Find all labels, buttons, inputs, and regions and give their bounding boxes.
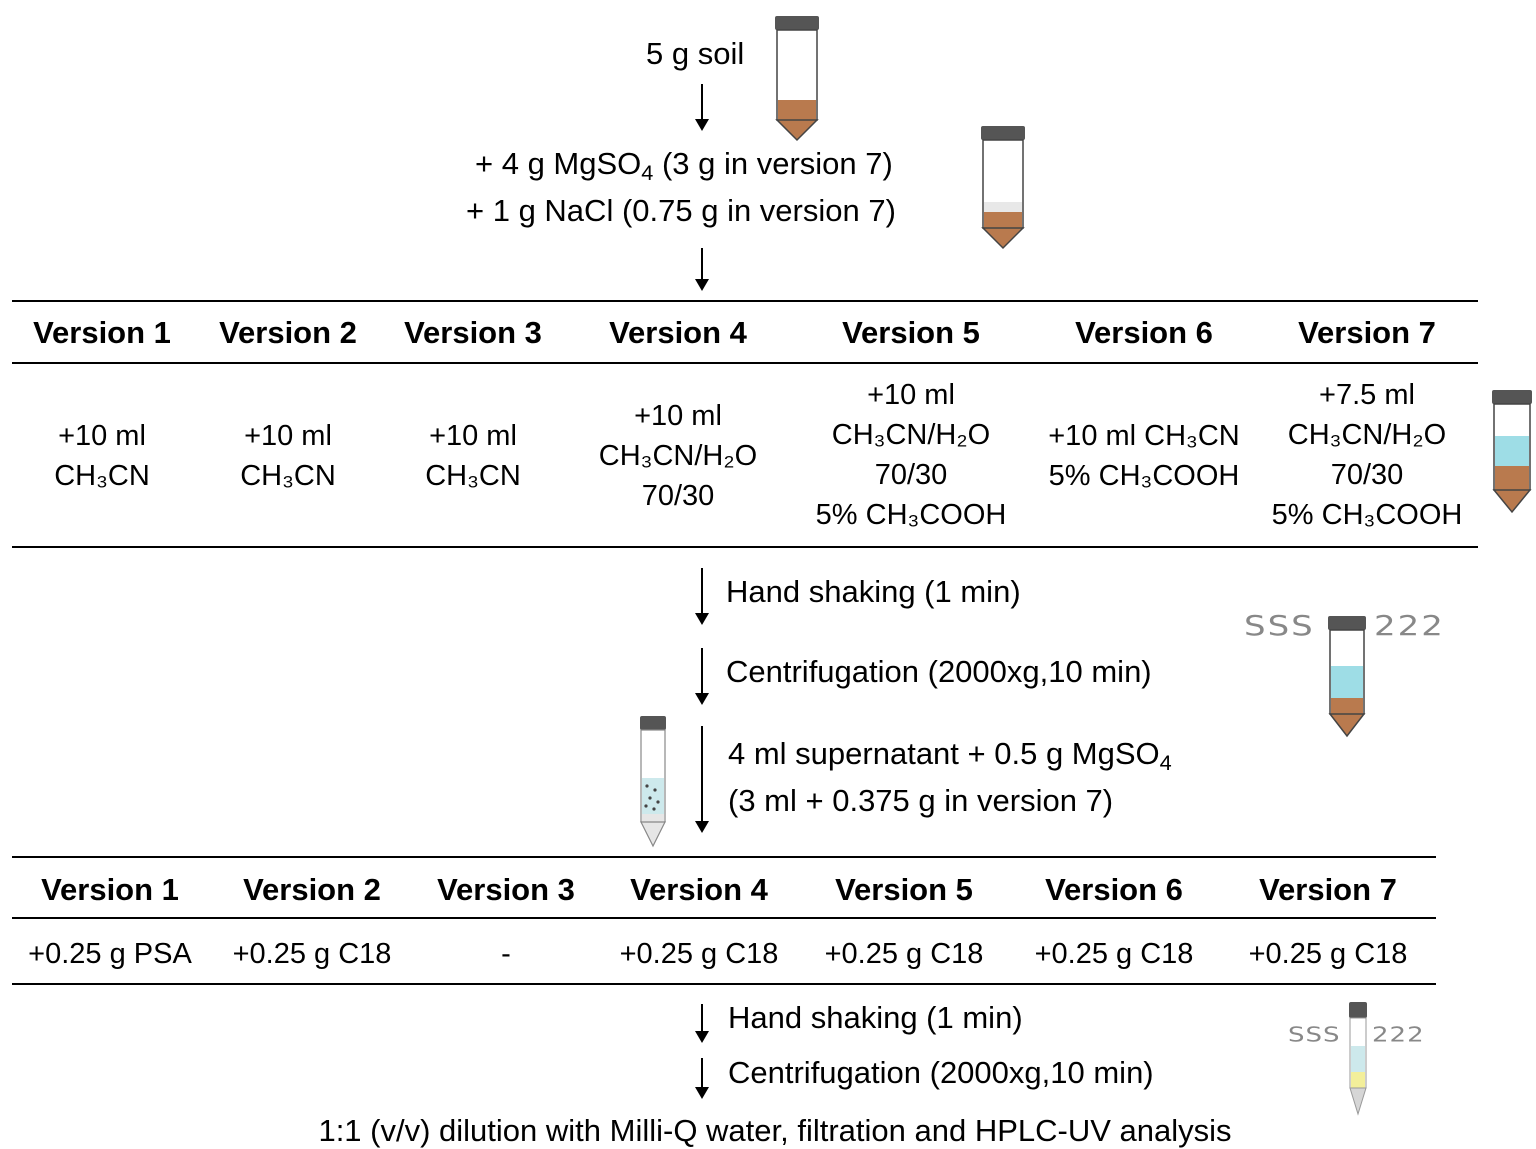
extraction-header: Version 3 [404, 315, 542, 350]
cleanup-header: Version 4 [630, 872, 768, 907]
tube-final-icon [1349, 1002, 1367, 1116]
extraction-cell-v7: +7.5 ml CH₃CN/H₂O 70/30 5% CH₃COOH [1271, 379, 1463, 531]
tube-solvent-icon [1492, 390, 1532, 514]
extraction-header: Version 2 [219, 315, 357, 350]
step-hand-shaking-2: Hand shaking (1 min) [728, 1000, 1023, 1035]
cleanup-cell: +0.25 g C18 [824, 938, 984, 970]
cleanup-cell: +0.25 g PSA [28, 938, 192, 970]
extraction-cell-v1: +10 ml CH₃CN [54, 420, 150, 492]
step-hand-shaking: Hand shaking (1 min) [726, 574, 1021, 609]
arrow-down-icon [692, 648, 712, 706]
shake-marks-left: SSS [1244, 610, 1315, 642]
cleanup-cell: +0.25 g C18 [1248, 938, 1408, 970]
arrow-down-icon [692, 1004, 712, 1044]
cleanup-header: Version 5 [835, 872, 973, 907]
step-final: 1:1 (v/v) dilution with Milli-Q water, f… [318, 1113, 1232, 1148]
cleanup-top-rule [12, 856, 1436, 858]
shake-marks-right: 222 [1372, 1023, 1425, 1047]
extraction-header: Version 5 [842, 315, 980, 350]
arrow-down-icon [692, 1058, 712, 1100]
cleanup-bottom-rule [12, 983, 1436, 985]
step-nacl: + 1 g NaCl (0.75 g in version 7) [466, 193, 896, 228]
shake-marks-right: 222 [1374, 610, 1445, 642]
table-bottom-rule [12, 546, 1478, 548]
step-soil: 5 g soil [646, 36, 745, 71]
step-mgso4: + 4 g MgSO4 (3 g in version 7) [475, 146, 893, 186]
step-centrifugation: Centrifugation (2000xg,10 min) [726, 654, 1152, 689]
tube-soil-icon [775, 16, 819, 142]
cleanup-cell: +0.25 g C18 [1034, 938, 1194, 970]
cleanup-cell: +0.25 g C18 [232, 938, 392, 970]
extraction-cell-v5: +10 ml CH₃CN/H₂O 70/30 5% CH₃COOH [815, 379, 1007, 531]
table-header-rule [12, 362, 1478, 364]
extraction-cell-v3: +10 ml CH₃CN [425, 420, 521, 492]
cleanup-header: Version 3 [437, 872, 575, 907]
step-supernatant: 4 ml supernatant + 0.5 g MgSO4 [728, 736, 1172, 776]
tube-salt-icon [981, 126, 1025, 250]
extraction-header: Version 7 [1298, 315, 1436, 350]
table-top-rule [12, 300, 1478, 302]
arrow-down-icon [692, 726, 712, 834]
arrow-down-icon [692, 248, 712, 292]
extraction-header: Version 1 [33, 315, 171, 350]
extraction-cell-v4: +10 ml CH₃CN/H₂O 70/30 [598, 400, 758, 512]
arrow-down-icon [692, 568, 712, 626]
cleanup-cell: - [501, 938, 511, 970]
tube-shaking-icon [1328, 616, 1366, 738]
shake-marks-left: SSS [1288, 1023, 1341, 1047]
extraction-cell-v2: +10 ml CH₃CN [240, 420, 336, 492]
extraction-header: Version 6 [1075, 315, 1213, 350]
extraction-header: Version 4 [609, 315, 747, 350]
cleanup-header: Version 7 [1259, 872, 1397, 907]
cleanup-header: Version 1 [41, 872, 179, 907]
extraction-cell-v6: +10 ml CH₃CN 5% CH₃COOH [1048, 420, 1240, 492]
step-supernatant-v7: (3 ml + 0.375 g in version 7) [728, 783, 1114, 818]
cleanup-header-rule [12, 917, 1436, 919]
cleanup-header: Version 6 [1045, 872, 1183, 907]
step-centrifugation-2: Centrifugation (2000xg,10 min) [728, 1055, 1154, 1090]
arrow-down-icon [692, 84, 712, 132]
cleanup-cell: +0.25 g C18 [619, 938, 779, 970]
cleanup-header: Version 2 [243, 872, 381, 907]
tube-dspe-icon [640, 716, 666, 848]
